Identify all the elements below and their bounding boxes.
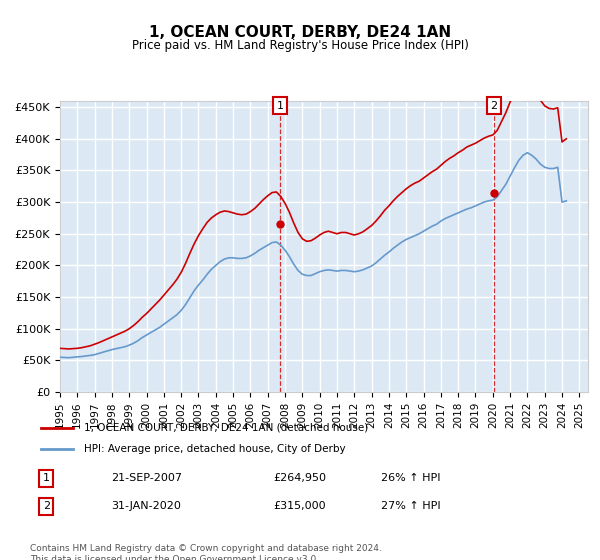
Text: 2: 2 [43, 501, 50, 511]
Text: 26% ↑ HPI: 26% ↑ HPI [381, 473, 440, 483]
Text: Contains HM Land Registry data © Crown copyright and database right 2024.
This d: Contains HM Land Registry data © Crown c… [30, 544, 382, 560]
Text: 1: 1 [277, 101, 284, 111]
Text: 1, OCEAN COURT, DERBY, DE24 1AN: 1, OCEAN COURT, DERBY, DE24 1AN [149, 25, 451, 40]
Text: 31-JAN-2020: 31-JAN-2020 [111, 501, 181, 511]
Text: 21-SEP-2007: 21-SEP-2007 [111, 473, 182, 483]
Text: £264,950: £264,950 [273, 473, 326, 483]
Text: HPI: Average price, detached house, City of Derby: HPI: Average price, detached house, City… [84, 444, 346, 454]
Text: 1: 1 [43, 473, 50, 483]
Text: 2: 2 [491, 101, 498, 111]
Text: 1, OCEAN COURT, DERBY, DE24 1AN (detached house): 1, OCEAN COURT, DERBY, DE24 1AN (detache… [84, 423, 368, 433]
Text: Price paid vs. HM Land Registry's House Price Index (HPI): Price paid vs. HM Land Registry's House … [131, 39, 469, 52]
Text: 27% ↑ HPI: 27% ↑ HPI [381, 501, 440, 511]
Text: £315,000: £315,000 [273, 501, 326, 511]
